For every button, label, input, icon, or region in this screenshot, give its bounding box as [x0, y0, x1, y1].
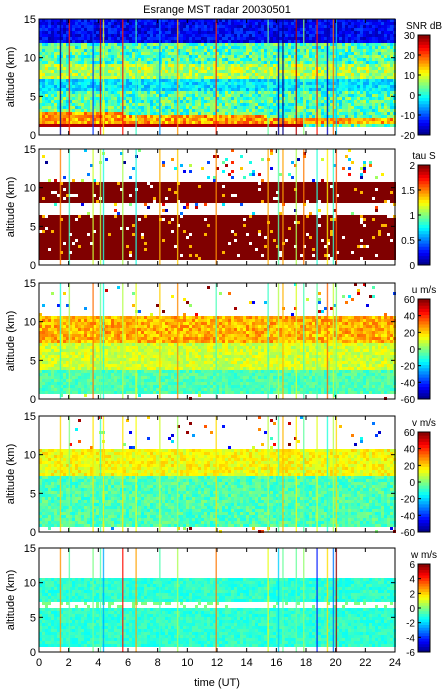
y-tick-label: 15 — [24, 14, 36, 26]
y-tick-label: 5 — [30, 488, 36, 500]
y-tick-label: 15 — [24, 278, 36, 290]
colorbar-tick-label: -6 — [406, 648, 415, 659]
panel-1: 0 5 10 15 altitude (km) SNR dB -20 -10 0 10 20 30 — [5, 14, 442, 142]
y-axis-label: altitude (km) — [5, 444, 17, 505]
colorbar-tick-label: 60 — [404, 295, 416, 306]
colorbar-tick-label: 0 — [409, 261, 415, 272]
y-tick-label: 10 — [24, 183, 36, 195]
colorbar-tick-label: 0 — [409, 91, 415, 102]
y-axis-label: altitude (km) — [5, 47, 17, 108]
panel-2: 0 5 10 15 altitude (km) tau S 0 0.5 1 1.5 2 — [5, 144, 436, 272]
y-tick-label: 0 — [30, 130, 36, 142]
colorbar-tick-label: 0 — [409, 604, 415, 615]
y-axis-label: altitude (km) — [5, 570, 17, 631]
colorbar-tick-label: 40 — [404, 445, 416, 456]
colorbar-tick-label: -60 — [401, 528, 416, 539]
colorbar-tick-label: 4 — [409, 575, 415, 586]
colorbar-tick-label: 20 — [404, 328, 416, 339]
x-tick-label: 6 — [125, 657, 131, 669]
x-tick-label: 4 — [95, 657, 101, 669]
x-axis-label: time (UT) — [194, 677, 240, 689]
colorbar-tick-label: -20 — [401, 495, 416, 506]
colorbar-tick-label: 6 — [409, 560, 415, 571]
chart-title: Esrange MST radar 20030501 — [143, 4, 291, 16]
colorbar-tick-label: -4 — [406, 633, 415, 644]
colorbar-tick-label: -40 — [401, 511, 416, 522]
x-tick-label: 24 — [389, 657, 401, 669]
heatmap-cells — [39, 578, 396, 647]
colorbar-label: w m/s — [410, 550, 437, 561]
colorbar-tick-label: 10 — [404, 71, 416, 82]
y-tick-label: 10 — [24, 450, 36, 462]
y-tick-label: 5 — [30, 355, 36, 367]
colorbar-tick-label: -60 — [401, 395, 416, 406]
x-tick-label: 22 — [359, 657, 371, 669]
y-tick-label: 0 — [30, 260, 36, 272]
x-tick-label: 14 — [241, 657, 253, 669]
interference-stripes — [59, 416, 338, 532]
colorbar-tick-label: 20 — [404, 51, 416, 62]
y-axis-label: altitude (km) — [5, 311, 17, 372]
y-tick-label: 0 — [30, 527, 36, 539]
y-tick-label: 10 — [24, 578, 36, 590]
colorbar-tick-label: -20 — [401, 131, 416, 142]
colorbar-label: tau S — [412, 151, 436, 162]
x-tick-label: 20 — [330, 657, 342, 669]
panel-4: 0 5 10 15 altitude (km) v m/s -60 -40 -20 0 20 40 60 — [5, 411, 436, 539]
colorbar-label: SNR dB — [406, 21, 442, 32]
colorbar-tick-label: -2 — [406, 619, 415, 630]
interference-stripes — [59, 548, 338, 652]
y-tick-label: 5 — [30, 91, 36, 103]
colorbar — [417, 34, 431, 136]
y-tick-label: 15 — [24, 543, 36, 555]
colorbar-label: v m/s — [412, 418, 436, 429]
interference-stripes — [59, 283, 338, 399]
colorbar — [417, 298, 431, 400]
x-tick-label: 10 — [181, 657, 193, 669]
interference-stripes — [59, 149, 338, 265]
colorbar-tick-label: 60 — [404, 428, 416, 439]
x-tick-label: 8 — [155, 657, 161, 669]
y-axis-label: altitude (km) — [5, 177, 17, 238]
y-tick-label: 15 — [24, 411, 36, 423]
colorbar-tick-label: 2 — [409, 589, 415, 600]
y-tick-label: 0 — [30, 647, 36, 659]
y-tick-label: 10 — [24, 317, 36, 329]
interference-stripes — [59, 19, 338, 135]
colorbar-tick-label: 0.5 — [401, 236, 415, 247]
y-tick-label: 5 — [30, 612, 36, 624]
colorbar-tick-label: 0 — [409, 478, 415, 489]
colorbar-tick-label: 1 — [409, 211, 415, 222]
colorbar — [417, 563, 431, 653]
y-tick-label: 15 — [24, 144, 36, 156]
colorbar-tick-label: -10 — [401, 111, 416, 122]
colorbar-tick-label: 30 — [404, 31, 416, 42]
colorbar-tick-label: 20 — [404, 461, 416, 472]
y-tick-label: 0 — [30, 394, 36, 406]
heatmap-cells — [39, 283, 396, 400]
colorbar-tick-label: 0 — [409, 345, 415, 356]
heatmap-cells — [39, 149, 396, 260]
colorbar-tick-label: -40 — [401, 378, 416, 389]
colorbar-tick-label: 1.5 — [401, 186, 415, 197]
colorbar-label: u m/s — [412, 285, 436, 296]
y-tick-label: 5 — [30, 221, 36, 233]
x-tick-label: 0 — [36, 657, 42, 669]
x-tick-label: 12 — [211, 657, 223, 669]
x-tick-label: 16 — [270, 657, 282, 669]
heatmap-cells — [39, 416, 396, 533]
colorbar-tick-label: -20 — [401, 362, 416, 373]
x-tick-label: 18 — [300, 657, 312, 669]
y-tick-label: 10 — [24, 53, 36, 65]
colorbar-tick-label: 2 — [409, 161, 415, 172]
x-tick-label: 2 — [66, 657, 72, 669]
colorbar-tick-label: 40 — [404, 312, 416, 323]
colorbar — [417, 431, 431, 533]
panel-3: 0 5 10 15 altitude (km) u m/s -60 -40 -20 0 20 40 60 — [5, 278, 436, 406]
colorbar — [417, 164, 431, 266]
